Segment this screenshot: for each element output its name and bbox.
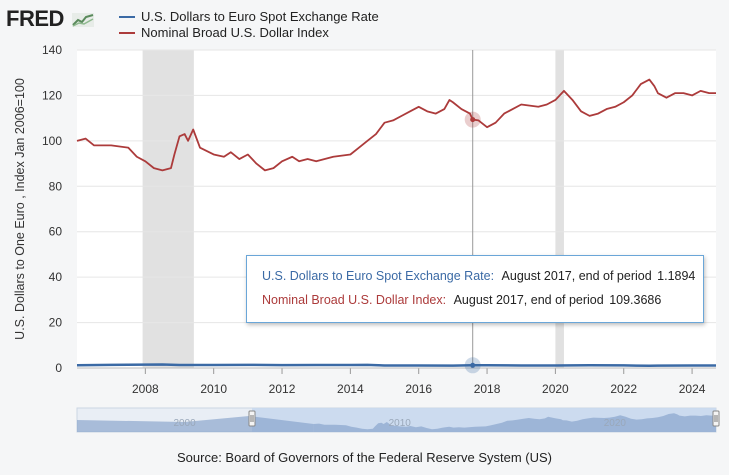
- series-line-exchange-rate: [76, 363, 717, 368]
- navigator-tick-label: 2020: [604, 418, 627, 429]
- chart-tooltip: U.S. Dollars to Euro Spot Exchange Rate:…: [246, 255, 704, 323]
- navigator-right-handle[interactable]: [712, 410, 720, 427]
- legend-item-dollar-index[interactable]: Nominal Broad U.S. Dollar Index: [119, 25, 379, 41]
- y-tick-label: 40: [49, 270, 63, 284]
- x-tick-label: 2018: [474, 382, 501, 396]
- legend-swatch-blue: [119, 16, 135, 18]
- legend-item-exchange-rate[interactable]: U.S. Dollars to Euro Spot Exchange Rate: [119, 9, 379, 25]
- x-tick-label: 2022: [610, 382, 637, 396]
- y-tick-label: 100: [42, 134, 62, 148]
- x-tick-label: 2010: [200, 382, 227, 396]
- tooltip-series-name: Nominal Broad U.S. Dollar Index:: [262, 293, 447, 307]
- recession-band: [142, 50, 194, 368]
- navigator-left-handle[interactable]: [248, 410, 256, 427]
- y-tick-label: 120: [42, 88, 62, 102]
- highlight-point: [470, 362, 476, 368]
- logo-text: FRED: [6, 6, 64, 31]
- y-tick-label: 60: [49, 225, 63, 239]
- legend-label: Nominal Broad U.S. Dollar Index: [141, 25, 329, 40]
- navigator-tick-label: 2000: [173, 418, 196, 429]
- legend-label: U.S. Dollars to Euro Spot Exchange Rate: [141, 9, 379, 24]
- tooltip-desc: August 2017, end of period: [501, 269, 652, 283]
- tooltip-value: 109.3686: [609, 293, 662, 307]
- fred-logo[interactable]: FRED: [6, 6, 94, 32]
- tooltip-series-name: U.S. Dollars to Euro Spot Exchange Rate:: [262, 269, 495, 283]
- legend-swatch-red: [119, 32, 135, 34]
- series-line-dollar-index: [76, 78, 716, 172]
- y-tick-label: 80: [49, 179, 63, 193]
- x-tick-label: 2014: [337, 382, 364, 396]
- y-tick-label: 140: [42, 43, 62, 57]
- x-tick-label: 2012: [269, 382, 296, 396]
- tooltip-value: 1.1894: [657, 269, 696, 283]
- navigator-area: [313, 413, 716, 432]
- chart-legend: U.S. Dollars to Euro Spot Exchange Rate …: [119, 9, 379, 41]
- highlight-point: [470, 117, 476, 123]
- navigator-tick-label: 2010: [389, 418, 412, 429]
- source-note: Source: Board of Governors of the Federa…: [177, 450, 552, 465]
- y-axis-label: U.S. Dollars to One Euro , Index Jan 200…: [13, 78, 27, 340]
- x-tick-label: 2016: [405, 382, 432, 396]
- recession-band: [555, 50, 564, 368]
- tooltip-row-exchange-rate: U.S. Dollars to Euro Spot Exchange Rate:…: [262, 269, 695, 283]
- tooltip-row-dollar-index: Nominal Broad U.S. Dollar Index: August …: [262, 293, 661, 307]
- y-tick-label: 20: [49, 316, 63, 330]
- y-tick-label: 0: [55, 361, 62, 375]
- x-tick-label: 2020: [542, 382, 569, 396]
- x-tick-label: 2008: [132, 382, 159, 396]
- x-tick-label: 2024: [679, 382, 706, 396]
- tooltip-desc: August 2017, end of period: [453, 293, 604, 307]
- chart-line-icon: [71, 13, 94, 28]
